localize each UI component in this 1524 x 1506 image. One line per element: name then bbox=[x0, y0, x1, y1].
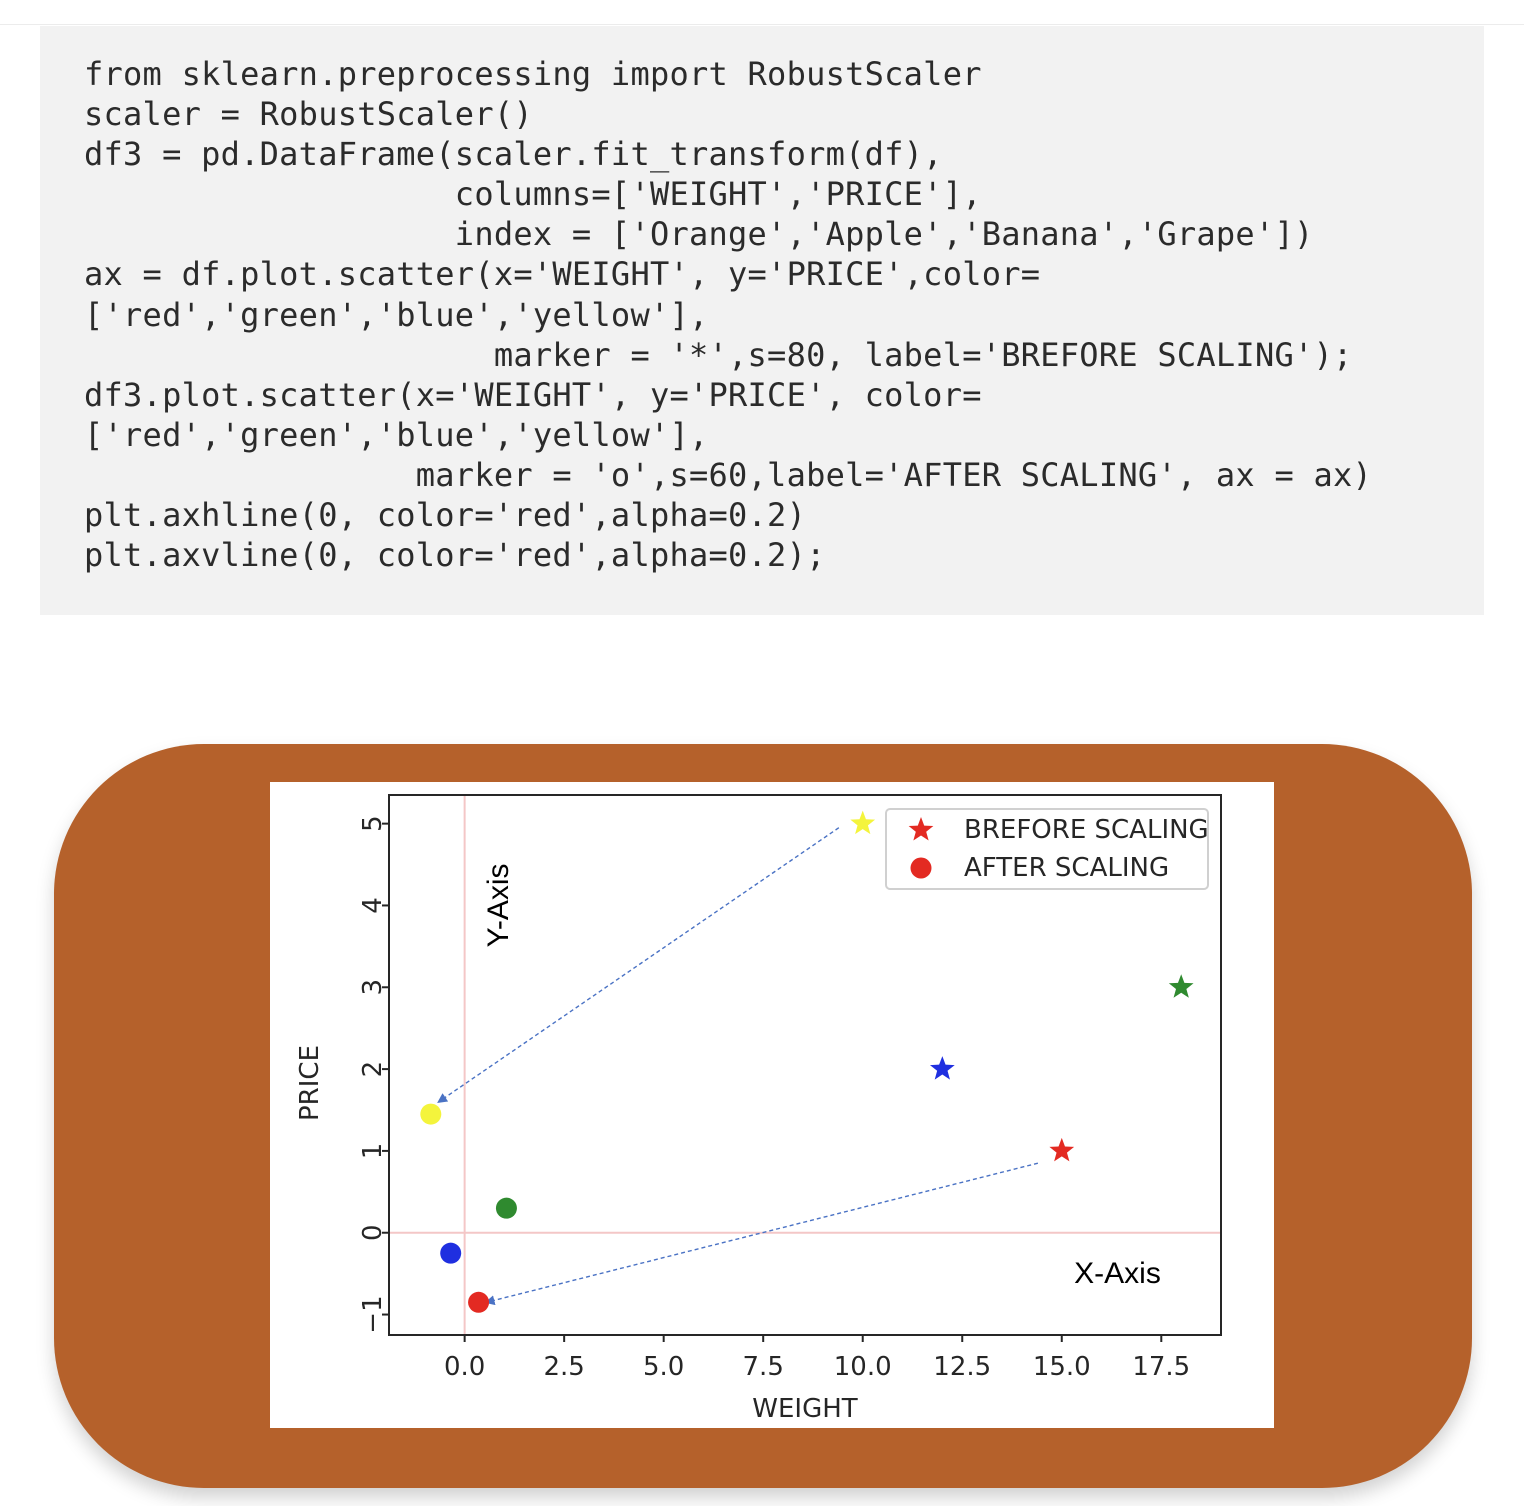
circle-point bbox=[495, 1197, 517, 1219]
x-axis-ticks: 0.0 2.5 5.0 7.5 10.0 12.5 15.0 17.5 bbox=[444, 1335, 1190, 1382]
code-line: scaler = RobustScaler() bbox=[84, 95, 533, 134]
x-tick-label: 0.0 bbox=[444, 1352, 485, 1382]
code-text: from sklearn.preprocessing import Robust… bbox=[84, 54, 1372, 575]
annotation-arrow bbox=[484, 1162, 1039, 1306]
y-tick-label: 3 bbox=[358, 979, 388, 996]
star-point bbox=[929, 1056, 955, 1080]
x-axis-label: WEIGHT bbox=[752, 1394, 858, 1424]
x-tick-label: 17.5 bbox=[1132, 1352, 1190, 1382]
x-tick-label: 10.0 bbox=[834, 1352, 892, 1382]
x-tick-label: 2.5 bbox=[543, 1352, 584, 1382]
x-tick-label: 12.5 bbox=[933, 1352, 991, 1382]
legend-circle-icon bbox=[910, 857, 932, 879]
code-line: df3 = pd.DataFrame(scaler.fit_transform(… bbox=[84, 135, 943, 174]
star-point bbox=[1049, 1137, 1075, 1162]
y-tick-label: 4 bbox=[358, 897, 388, 914]
data-points bbox=[420, 810, 1194, 1313]
star-point bbox=[1168, 974, 1194, 998]
code-line: ax = df.plot.scatter(x='WEIGHT', y='PRIC… bbox=[84, 255, 1041, 294]
code-line: plt.axvline(0, color='red',alpha=0.2); bbox=[84, 536, 826, 575]
star-point bbox=[850, 810, 876, 835]
x-tick-label: 15.0 bbox=[1033, 1352, 1091, 1382]
y-tick-label: −1 bbox=[358, 1295, 388, 1333]
circle-point bbox=[440, 1242, 462, 1264]
axis-annotation: Y-Axis bbox=[482, 863, 515, 947]
reference-lines bbox=[389, 795, 1221, 1335]
code-line: marker = '*',s=80, label='BREFORE SCALIN… bbox=[84, 335, 1353, 374]
x-tick-label: 7.5 bbox=[743, 1352, 784, 1382]
code-line: df3.plot.scatter(x='WEIGHT', y='PRICE', … bbox=[84, 375, 982, 414]
annotation-arrow bbox=[437, 827, 840, 1103]
circle-point bbox=[468, 1291, 490, 1313]
code-line: ['red','green','blue','yellow'], bbox=[84, 295, 709, 334]
legend-label: BREFORE SCALING bbox=[964, 815, 1209, 845]
y-axis-ticks: −1 0 1 2 3 4 5 bbox=[358, 815, 389, 1334]
code-line: marker = 'o',s=60,label='AFTER SCALING',… bbox=[84, 455, 1373, 494]
circle-point bbox=[420, 1103, 442, 1125]
top-divider bbox=[0, 24, 1524, 25]
chart-annotations: Y-Axis X-Axis bbox=[482, 863, 1161, 1290]
plot-area-border bbox=[388, 794, 1222, 1336]
legend-star-icon bbox=[908, 817, 934, 841]
code-line: columns=['WEIGHT','PRICE'], bbox=[84, 175, 982, 214]
code-line: index = ['Orange','Apple','Banana','Grap… bbox=[84, 215, 1314, 254]
y-tick-label: 1 bbox=[358, 1143, 388, 1160]
axis-annotation: X-Axis bbox=[1074, 1257, 1161, 1290]
x-tick-label: 5.0 bbox=[643, 1352, 684, 1382]
y-tick-label: 5 bbox=[358, 815, 388, 832]
y-tick-label: 2 bbox=[358, 1061, 388, 1078]
code-block: from sklearn.preprocessing import Robust… bbox=[40, 26, 1484, 615]
scatter-chart: 0.0 2.5 5.0 7.5 10.0 12.5 15.0 17.5 −1 0 1 2 3 4 5 WE… bbox=[295, 794, 1222, 1424]
code-line: ['red','green','blue','yellow'], bbox=[84, 415, 709, 454]
legend-box bbox=[885, 808, 1209, 890]
legend-label: AFTER SCALING bbox=[964, 853, 1169, 883]
y-tick-label: 0 bbox=[358, 1224, 388, 1241]
legend: BREFORE SCALING AFTER SCALING bbox=[885, 808, 1209, 890]
annotation-arrows bbox=[437, 827, 1039, 1306]
y-axis-label: PRICE bbox=[295, 1045, 325, 1121]
code-line: plt.axhline(0, color='red',alpha=0.2) bbox=[84, 496, 807, 535]
code-line: from sklearn.preprocessing import Robust… bbox=[84, 55, 982, 93]
chart-card: 0.0 2.5 5.0 7.5 10.0 12.5 15.0 17.5 −1 0 1 2 3 4 5 WE… bbox=[270, 782, 1274, 1428]
